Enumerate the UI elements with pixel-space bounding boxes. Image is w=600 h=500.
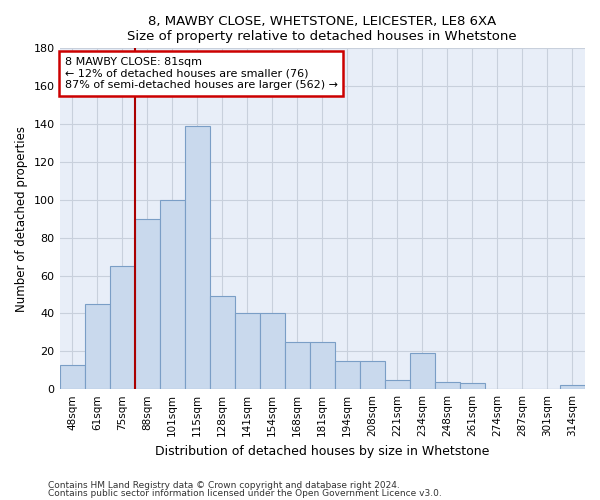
Title: 8, MAWBY CLOSE, WHETSTONE, LEICESTER, LE8 6XA
Size of property relative to detac: 8, MAWBY CLOSE, WHETSTONE, LEICESTER, LE… [127, 15, 517, 43]
Bar [110, 266, 134, 389]
Bar [435, 382, 460, 389]
Text: 8 MAWBY CLOSE: 81sqm
← 12% of detached houses are smaller (76)
87% of semi-detac: 8 MAWBY CLOSE: 81sqm ← 12% of detached h… [65, 57, 338, 90]
Bar [85, 304, 110, 389]
Bar [385, 380, 410, 389]
Bar [134, 219, 160, 389]
Bar [360, 361, 385, 389]
Bar [185, 126, 209, 389]
Bar [160, 200, 185, 389]
Bar [260, 314, 285, 389]
Bar [410, 353, 435, 389]
Y-axis label: Number of detached properties: Number of detached properties [15, 126, 28, 312]
Bar [560, 386, 585, 389]
Bar [285, 342, 310, 389]
Bar [335, 361, 360, 389]
X-axis label: Distribution of detached houses by size in Whetstone: Distribution of detached houses by size … [155, 444, 490, 458]
Text: Contains public sector information licensed under the Open Government Licence v3: Contains public sector information licen… [48, 489, 442, 498]
Bar [209, 296, 235, 389]
Text: Contains HM Land Registry data © Crown copyright and database right 2024.: Contains HM Land Registry data © Crown c… [48, 480, 400, 490]
Bar [59, 364, 85, 389]
Bar [310, 342, 335, 389]
Bar [235, 314, 260, 389]
Bar [460, 384, 485, 389]
